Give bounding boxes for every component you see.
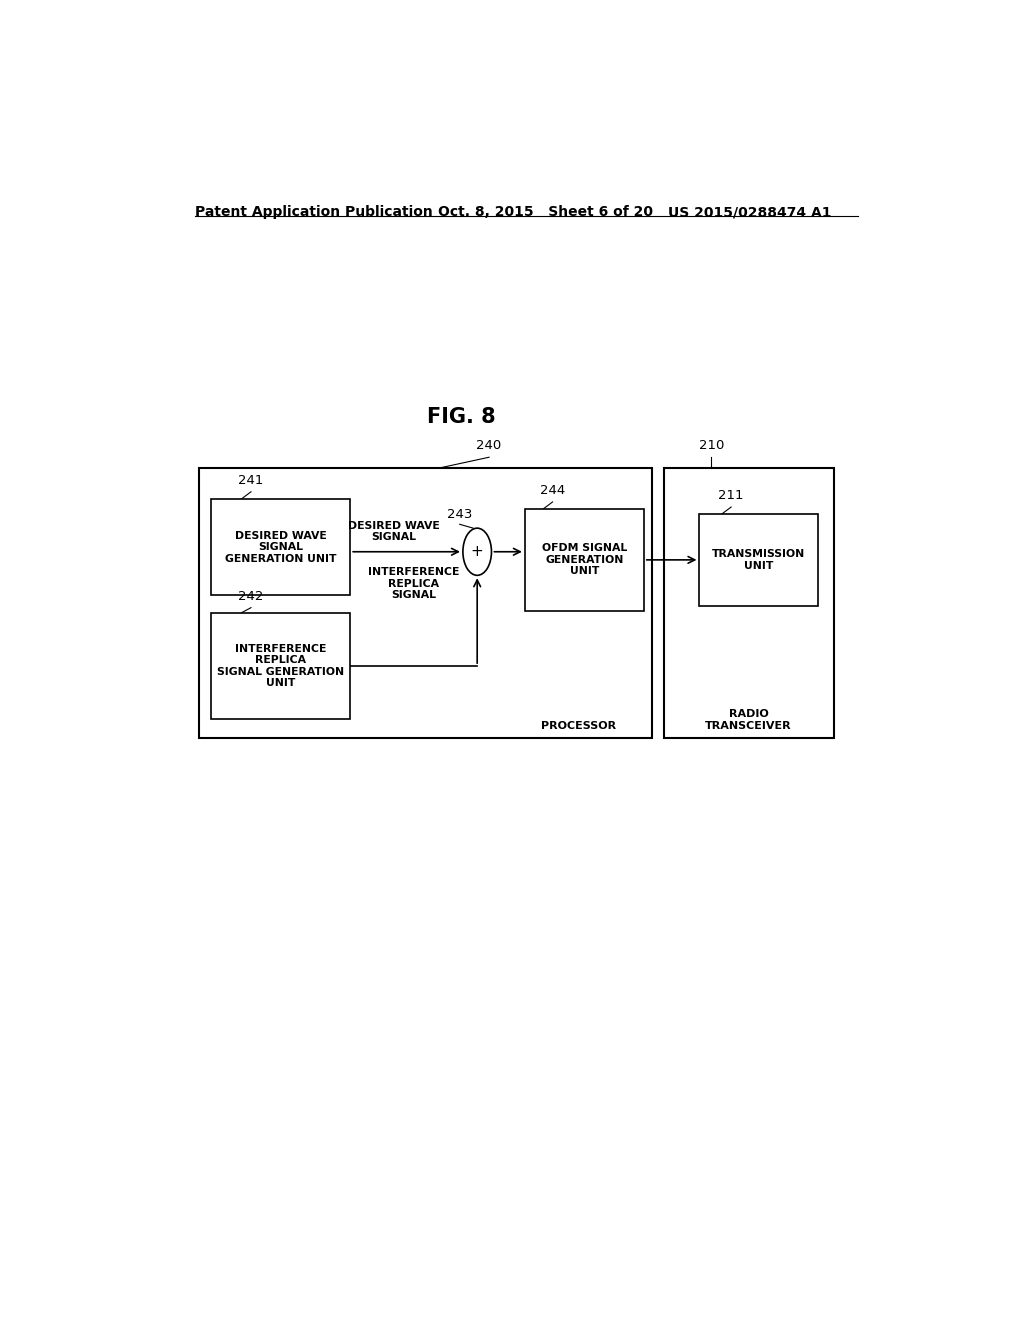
Text: Oct. 8, 2015   Sheet 6 of 20: Oct. 8, 2015 Sheet 6 of 20 xyxy=(437,205,652,219)
Text: Patent Application Publication: Patent Application Publication xyxy=(196,205,433,219)
Text: 242: 242 xyxy=(239,590,264,602)
Text: 210: 210 xyxy=(698,440,724,453)
Bar xyxy=(664,469,835,738)
Text: 241: 241 xyxy=(239,474,264,487)
Text: FIG. 8: FIG. 8 xyxy=(427,408,496,428)
Text: DESIRED WAVE
SIGNAL: DESIRED WAVE SIGNAL xyxy=(348,520,439,543)
Bar xyxy=(524,510,644,611)
Text: OFDM SIGNAL
GENERATION
UNIT: OFDM SIGNAL GENERATION UNIT xyxy=(542,544,627,577)
Bar xyxy=(211,612,350,719)
Text: +: + xyxy=(471,544,483,560)
Text: INTERFERENCE
REPLICA
SIGNAL GENERATION
UNIT: INTERFERENCE REPLICA SIGNAL GENERATION U… xyxy=(217,644,344,689)
Text: RADIO
TRANSCEIVER: RADIO TRANSCEIVER xyxy=(706,709,792,731)
Bar xyxy=(699,513,818,606)
Text: 244: 244 xyxy=(540,484,565,496)
Text: 240: 240 xyxy=(476,440,502,453)
Bar xyxy=(200,469,651,738)
Text: 211: 211 xyxy=(719,488,743,502)
Text: INTERFERENCE
REPLICA
SIGNAL: INTERFERENCE REPLICA SIGNAL xyxy=(368,568,460,601)
Text: 243: 243 xyxy=(447,508,472,521)
Text: US 2015/0288474 A1: US 2015/0288474 A1 xyxy=(668,205,831,219)
Text: TRANSMISSION
UNIT: TRANSMISSION UNIT xyxy=(713,549,806,570)
Ellipse shape xyxy=(463,528,492,576)
Text: DESIRED WAVE
SIGNAL
GENERATION UNIT: DESIRED WAVE SIGNAL GENERATION UNIT xyxy=(225,531,337,564)
Bar xyxy=(211,499,350,595)
Text: PROCESSOR: PROCESSOR xyxy=(541,721,616,731)
